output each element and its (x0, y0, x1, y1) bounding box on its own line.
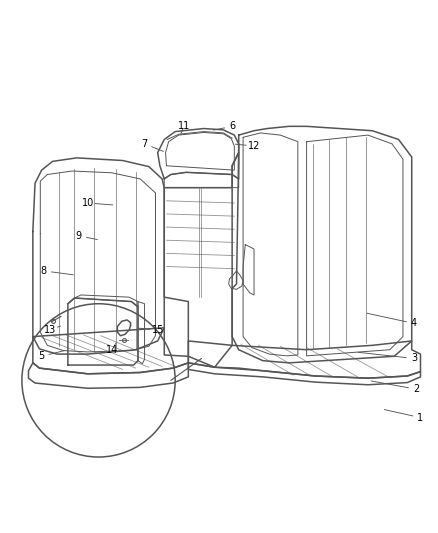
Text: 9: 9 (76, 231, 82, 241)
Text: 11: 11 (178, 122, 190, 131)
Text: 10: 10 (81, 198, 94, 208)
Text: 13: 13 (44, 325, 57, 335)
Text: 4: 4 (411, 318, 417, 328)
Text: 15: 15 (152, 325, 164, 335)
Text: 7: 7 (141, 139, 148, 149)
Text: 8: 8 (41, 266, 47, 276)
Text: 3: 3 (411, 353, 417, 364)
Text: 14: 14 (106, 345, 118, 355)
Text: 5: 5 (39, 351, 45, 361)
Text: 2: 2 (413, 384, 419, 394)
Text: 12: 12 (248, 141, 260, 151)
Text: 6: 6 (229, 122, 235, 131)
Text: 1: 1 (417, 413, 424, 423)
